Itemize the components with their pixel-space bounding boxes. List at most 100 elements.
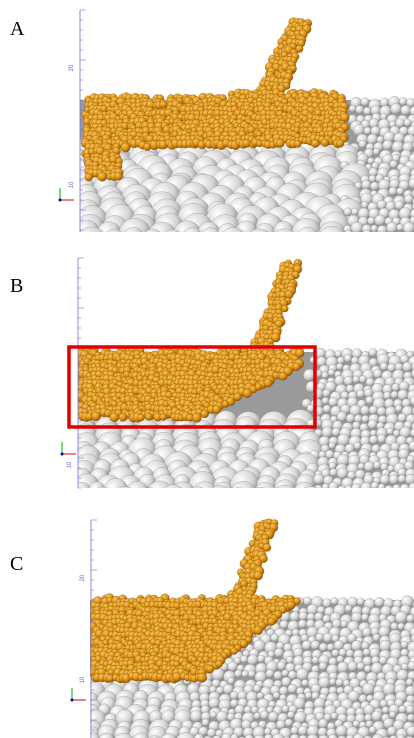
grey-particle	[406, 615, 414, 623]
grey-particle	[398, 623, 405, 630]
orange-particle	[212, 405, 220, 413]
grey-particle	[390, 103, 401, 114]
grey-particle	[311, 234, 337, 260]
orange-particle	[222, 401, 229, 408]
grey-particle	[230, 481, 256, 507]
grey-particle	[346, 650, 354, 658]
orange-particle	[207, 666, 214, 673]
grey-particle	[219, 236, 244, 261]
grey-particle	[351, 640, 362, 651]
grey-particle	[123, 227, 145, 249]
orange-particle	[114, 172, 122, 180]
triad-z	[71, 699, 74, 702]
grey-particle	[271, 229, 298, 256]
grey-particle	[160, 485, 186, 511]
orange-particle	[231, 648, 238, 655]
grey-particle	[274, 648, 283, 657]
orange-particle	[201, 410, 209, 418]
grey-particle	[254, 482, 276, 504]
grey-particle	[345, 605, 353, 613]
grey-particle	[363, 107, 371, 115]
grey-particle	[406, 705, 414, 714]
grey-particle	[348, 662, 358, 672]
orange-particle	[110, 413, 119, 422]
orange-particle	[240, 640, 248, 648]
grey-particle	[369, 406, 378, 415]
grey-particle	[375, 597, 385, 607]
grey-particle	[323, 633, 333, 643]
grey-particle	[395, 405, 402, 412]
orange-particle	[92, 412, 101, 421]
grey-particle	[344, 208, 352, 216]
axis-label: 20	[69, 64, 75, 71]
axis-label: 10	[67, 461, 73, 468]
orange-particle	[243, 389, 252, 398]
grey-particle	[247, 655, 258, 666]
grey-particle	[271, 634, 279, 642]
grey-particle	[200, 228, 221, 249]
grey-particle	[229, 487, 250, 508]
grey-particle	[364, 127, 372, 135]
triad-z	[61, 453, 64, 456]
orange-particle	[281, 305, 288, 312]
grey-particle	[209, 486, 231, 508]
figure: A B C 2010102010	[0, 0, 414, 738]
panel-c-render	[85, 519, 414, 738]
grey-particle	[184, 487, 212, 515]
grey-particle	[361, 98, 370, 107]
grey-particle	[242, 670, 249, 677]
panel-a-render	[75, 18, 414, 268]
orange-particle	[234, 393, 242, 401]
grey-particle	[369, 175, 377, 183]
grey-particle	[266, 669, 275, 678]
grey-particle	[344, 376, 354, 386]
grey-particle	[351, 483, 361, 493]
grey-particle	[363, 649, 371, 657]
grey-particle	[147, 233, 181, 267]
orange-particle	[268, 618, 276, 626]
grey-particle	[397, 224, 404, 231]
grey-particle	[328, 369, 335, 376]
grey-particle	[375, 215, 386, 226]
grey-particle	[363, 230, 372, 239]
grey-particle	[332, 428, 341, 437]
grey-particle	[318, 221, 346, 249]
grey-particle	[322, 483, 329, 490]
orange-particle	[192, 413, 201, 422]
grey-particle	[354, 442, 361, 449]
grey-particle	[219, 228, 247, 256]
grey-particle	[288, 684, 298, 694]
grey-particle	[173, 221, 201, 249]
grey-particle	[292, 218, 322, 248]
grey-particle	[365, 237, 378, 250]
grey-particle	[362, 224, 372, 234]
grey-particle	[331, 488, 343, 500]
grey-particle	[360, 406, 370, 416]
grey-particle	[373, 369, 382, 378]
grey-particle	[398, 475, 406, 483]
grey-particle	[89, 482, 105, 498]
grey-particle	[103, 478, 128, 503]
grey-particle	[406, 678, 414, 686]
grey-particle	[387, 727, 397, 737]
grey-particle	[405, 239, 413, 247]
grey-particle	[394, 238, 406, 250]
grey-particle	[402, 362, 412, 372]
triad-z	[59, 199, 62, 202]
grey-particle	[248, 670, 255, 677]
grey-particle	[344, 230, 353, 239]
grey-particle	[242, 236, 265, 259]
grey-particle	[382, 706, 390, 714]
grey-particle	[373, 634, 381, 642]
grey-particle	[399, 98, 407, 106]
orange-particle	[287, 601, 295, 609]
grey-particle	[193, 482, 217, 506]
page: A B C 2010102010 (() => { const data = J…	[0, 0, 414, 738]
grey-particle	[73, 482, 91, 500]
grey-particle	[372, 711, 383, 722]
grey-particle	[318, 719, 328, 729]
grey-particle	[337, 412, 347, 422]
grey-particle	[190, 710, 202, 722]
grey-particle	[286, 656, 294, 664]
grey-particle	[364, 462, 374, 472]
